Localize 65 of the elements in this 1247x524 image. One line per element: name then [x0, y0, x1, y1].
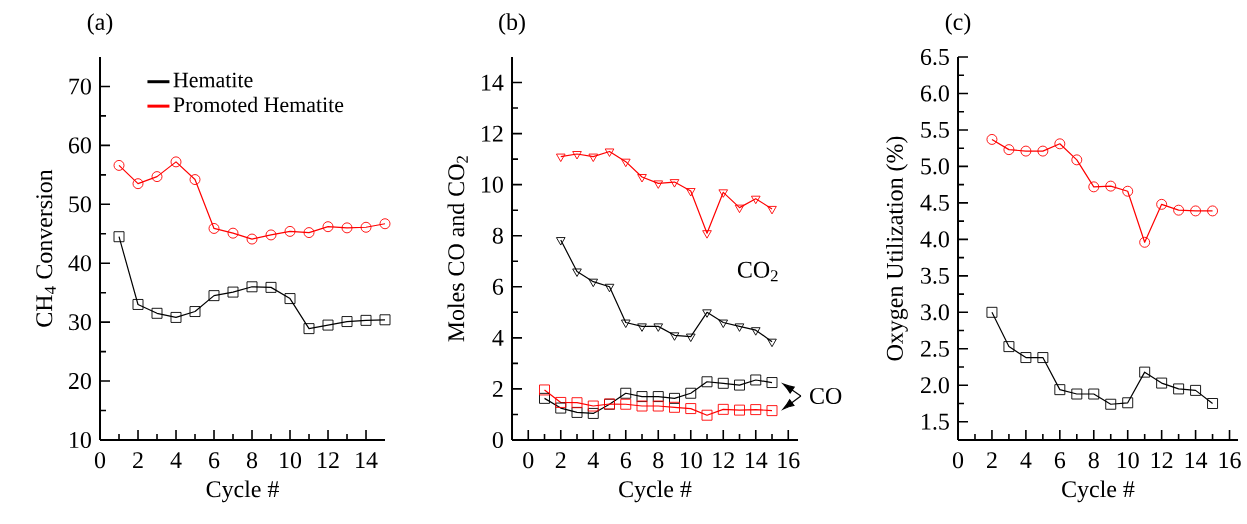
x-tick-label: 14 [356, 452, 378, 468]
y-tick-label: 30 [69, 314, 91, 331]
y-tick-label: 0 [492, 431, 503, 449]
text: CO [810, 387, 842, 404]
x-tick-label: 0 [523, 452, 534, 469]
y-tick-label: 14 [482, 74, 504, 91]
annotation: CO$_{2}$ [737, 261, 778, 282]
y-tick-label: 1.5 [922, 413, 949, 430]
y-tick-label: 60 [68, 137, 91, 154]
x-tick-label: 8 [246, 452, 258, 469]
x-tick-label: 0 [952, 452, 964, 469]
x-axis-title: Cycle # [1062, 480, 1135, 503]
x-tick-label: 10 [280, 452, 302, 469]
y-axis-title: Moles CO and CO$_{2}$ [447, 156, 468, 342]
x-tick-label: 4 [170, 452, 182, 468]
y-tick-label: 10 [482, 176, 503, 193]
y-tick-label: 3.0 [921, 304, 949, 321]
legend-label: Promoted Hematite [173, 96, 344, 113]
x-tick-label: 8 [653, 452, 664, 469]
y-tick-label: 12 [482, 125, 503, 142]
chart-title: (b) [499, 13, 525, 35]
x-tick-label: 2 [133, 452, 143, 468]
chart-title: (a) [87, 13, 113, 35]
y-tick-label: 20 [68, 372, 91, 390]
y-tick-label: 2.5 [921, 340, 949, 357]
y-tick-label: 4.0 [920, 231, 949, 248]
x-tick-label: 4 [1020, 452, 1032, 468]
x-tick-label: 8 [1088, 452, 1099, 469]
y-axis-title: Oxygen Utilization (%) [886, 136, 908, 361]
y-tick-label: 8 [492, 227, 503, 244]
x-tick-label: 10 [680, 452, 702, 469]
y-tick-label: 5.5 [921, 121, 949, 138]
y-tick-label: 70 [69, 78, 91, 95]
y-tick-label: 5.0 [921, 158, 949, 175]
x-tick-label: 12 [713, 452, 734, 468]
x-tick-label: 6 [620, 452, 632, 469]
y-tick-label: 2.0 [921, 377, 949, 394]
x-tick-label: 2 [987, 452, 997, 468]
x-tick-label: 16 [1219, 452, 1241, 469]
x-tick-label: 0 [94, 452, 106, 469]
y-tick-label: 40 [68, 255, 91, 272]
y-axis-title: CH$_{4}$ Conversion [36, 169, 56, 327]
x-tick-label: 14 [745, 452, 768, 468]
y-tick-label: 6.5 [920, 48, 949, 66]
legend-label: Hematite [173, 72, 253, 88]
x-tick-label: 16 [778, 452, 800, 469]
x-tick-label: 12 [318, 452, 339, 468]
x-axis-title: Cycle # [206, 480, 279, 503]
y-tick-label: 4 [492, 329, 504, 346]
x-tick-label: 6 [209, 452, 220, 469]
x-axis-title: Cycle # [619, 480, 692, 503]
x-tick-label: 10 [1117, 452, 1139, 469]
y-tick-label: 2 [492, 381, 503, 397]
x-tick-label: 6 [1054, 452, 1066, 469]
x-tick-label: 14 [1185, 452, 1208, 468]
y-tick-label: 3.5 [921, 267, 949, 284]
y-tick-label: 50 [69, 196, 91, 213]
x-tick-label: 12 [1151, 452, 1173, 468]
y-tick-label: 6 [492, 278, 504, 295]
x-tick-label: 2 [555, 452, 566, 468]
x-tick-label: 4 [587, 452, 599, 468]
chart-title: (c) [945, 13, 971, 35]
y-tick-label: 6.0 [920, 85, 949, 102]
y-tick-label: 4.5 [920, 194, 949, 211]
y-tick-label: 10 [70, 431, 91, 449]
